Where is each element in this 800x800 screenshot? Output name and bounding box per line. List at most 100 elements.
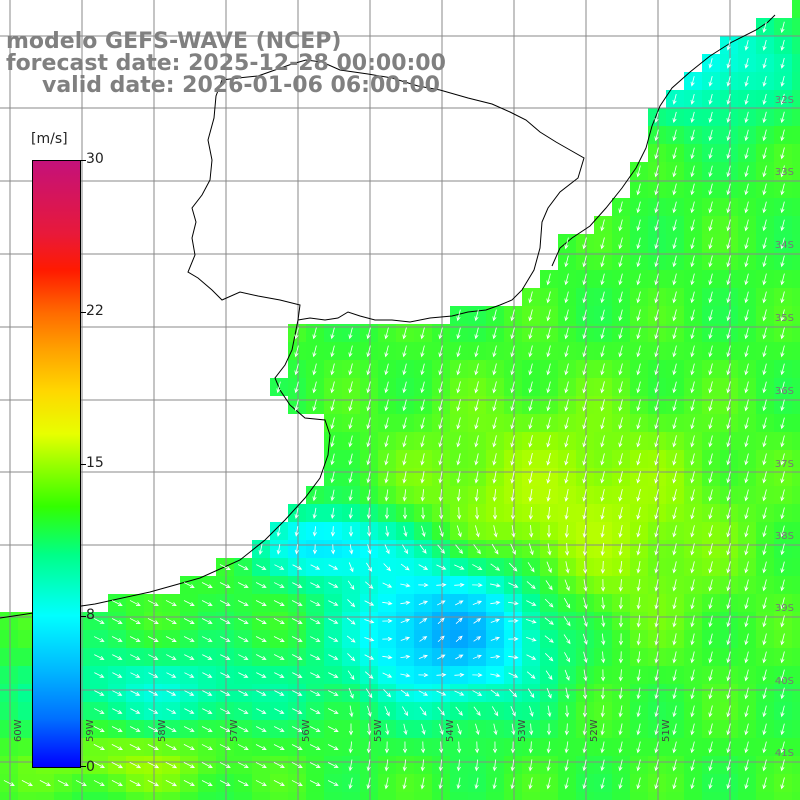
- wind-arrow: [39, 780, 51, 787]
- wind-arrow: [402, 399, 407, 412]
- wind-arrow: [367, 544, 372, 555]
- wind-cell: [792, 360, 800, 378]
- wind-arrow: [147, 726, 159, 732]
- wind-arrow: [636, 183, 641, 196]
- wind-arrow: [366, 435, 371, 448]
- wind-arrow: [385, 525, 390, 537]
- wind-arrow: [528, 777, 533, 790]
- wind-arrow: [672, 327, 677, 340]
- wind-arrow: [708, 58, 713, 69]
- wind-arrow: [636, 309, 641, 322]
- wind-arrow: [564, 579, 570, 592]
- wind-arrow: [726, 687, 731, 700]
- wind-arrow: [219, 582, 231, 588]
- wind-arrow: [582, 345, 587, 358]
- wind-arrow: [384, 471, 389, 484]
- wind-arrow: [510, 381, 515, 394]
- wind-arrow: [382, 655, 393, 660]
- wind-arrow: [456, 759, 461, 772]
- wind-arrow: [111, 726, 123, 732]
- wind-arrow: [402, 489, 407, 502]
- wind-arrow: [672, 291, 677, 304]
- wind-arrow: [438, 381, 443, 394]
- wind-cell: [0, 630, 18, 648]
- wind-arrow: [348, 345, 353, 358]
- wind-arrow: [420, 327, 425, 340]
- wind-arrow: [582, 291, 587, 304]
- wind-arrow: [294, 381, 299, 394]
- wind-arrow: [255, 744, 267, 750]
- wind-arrow: [726, 40, 731, 51]
- wind-arrow: [490, 654, 501, 659]
- wind-arrow: [256, 672, 267, 678]
- wind-arrow: [111, 780, 123, 787]
- wind-arrow: [402, 345, 407, 358]
- wind-arrow: [726, 237, 731, 250]
- wind-arrow: [654, 435, 659, 448]
- wind-arrow: [546, 381, 551, 394]
- wind-arrow: [94, 636, 105, 642]
- wind-arrow: [456, 723, 462, 736]
- wind-arrow: [255, 636, 267, 642]
- wind-arrow: [780, 687, 785, 700]
- wind-arrow: [708, 525, 713, 538]
- wind-arrow: [762, 21, 767, 33]
- wind-cell: [324, 792, 342, 800]
- wind-arrow: [273, 762, 285, 769]
- wind-arrow: [726, 705, 731, 718]
- wind-arrow: [294, 544, 299, 555]
- wind-arrow: [618, 525, 623, 538]
- wind-arrow: [165, 600, 177, 606]
- wind-arrow: [510, 507, 516, 520]
- wind-arrow: [600, 705, 605, 718]
- wind-arrow: [328, 654, 339, 660]
- wind-cell: [792, 18, 800, 36]
- wind-arrow: [202, 654, 213, 660]
- wind-cell: [684, 792, 702, 800]
- wind-arrow: [744, 129, 749, 142]
- wind-arrow: [744, 165, 749, 178]
- wind-arrow: [348, 381, 353, 394]
- wind-arrow: [636, 201, 641, 214]
- wind-arrow: [636, 363, 641, 376]
- wind-arrow: [364, 581, 374, 589]
- wind-arrow: [636, 705, 641, 718]
- wind-arrow: [762, 75, 767, 87]
- wind-arrow: [618, 381, 623, 394]
- wind-arrow: [456, 309, 461, 322]
- wind-cell: [504, 792, 522, 800]
- wind-arrow: [384, 759, 389, 772]
- wind-arrow: [255, 654, 267, 660]
- wind-arrow: [384, 363, 389, 376]
- wind-arrow: [382, 672, 393, 678]
- wind-arrow: [690, 183, 695, 196]
- wind-arrow: [473, 544, 481, 555]
- wind-arrow: [762, 453, 767, 466]
- wind-arrow: [312, 381, 317, 394]
- wind-arrow: [582, 453, 587, 466]
- wind-arrow: [202, 690, 213, 696]
- wind-arrow: [780, 309, 785, 322]
- wind-cell: [468, 792, 486, 800]
- wind-arrow: [238, 690, 249, 696]
- wind-cell: [738, 792, 756, 800]
- wind-arrow: [165, 761, 178, 769]
- wind-arrow: [400, 673, 411, 678]
- wind-arrow: [618, 597, 623, 610]
- wind-arrow: [564, 741, 569, 754]
- wind-arrow: [600, 687, 605, 700]
- wind-arrow: [726, 453, 731, 466]
- colorbar-tick-8: 8: [86, 607, 95, 623]
- wind-arrow: [309, 708, 321, 714]
- wind-arrow: [690, 201, 695, 214]
- wind-arrow: [762, 363, 767, 376]
- wind-arrow: [780, 615, 785, 628]
- wind-arrow: [672, 669, 677, 682]
- wind-arrow: [454, 690, 465, 696]
- wind-arrow: [366, 471, 371, 484]
- wind-arrow: [237, 636, 249, 642]
- wind-arrow: [582, 777, 587, 790]
- wind-arrow: [690, 723, 695, 736]
- wind-arrow: [511, 723, 516, 736]
- wind-arrow: [708, 615, 713, 628]
